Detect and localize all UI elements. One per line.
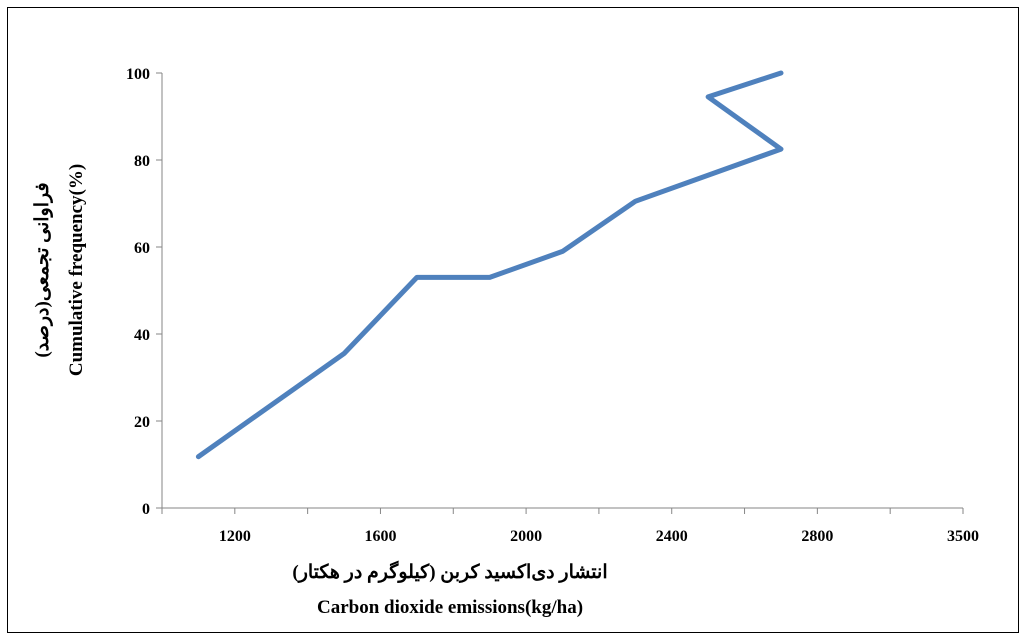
- y-tick-label: 60: [134, 240, 150, 257]
- series-line: [195, 70, 784, 460]
- axes: [161, 73, 963, 509]
- x-axis-title-persian: انتشار دی‌اکسید کربن (کیلوگرم در هکتار): [292, 560, 607, 583]
- x-axis-title: Carbon dioxide emissions(kg/ha): [317, 597, 583, 618]
- y-axis-title-persian: فراوانی تجمعی(درصد): [32, 182, 53, 357]
- x-ticks: 1200 1600 2000 2400 2800 3500: [161, 508, 979, 545]
- y-tick-label: 80: [134, 153, 150, 170]
- x-tick-label: 2800: [801, 528, 833, 545]
- x-tick-label: 3500: [947, 528, 979, 545]
- y-tick-label: 100: [126, 66, 150, 83]
- y-ticks: 0 20 40 60 80 100: [126, 66, 162, 518]
- y-tick-label: 0: [142, 501, 150, 518]
- y-axis-title: Cumulative frequency(%): [66, 164, 87, 376]
- y-tick-label: 40: [134, 327, 150, 344]
- x-tick-label: 1200: [219, 528, 251, 545]
- chart-frame: [7, 7, 1019, 633]
- y-tick-label: 20: [134, 414, 150, 431]
- x-tick-label: 2400: [656, 528, 688, 545]
- x-tick-label: 1600: [364, 528, 396, 545]
- series-layer: [195, 70, 784, 460]
- x-tick-label: 2000: [510, 528, 542, 545]
